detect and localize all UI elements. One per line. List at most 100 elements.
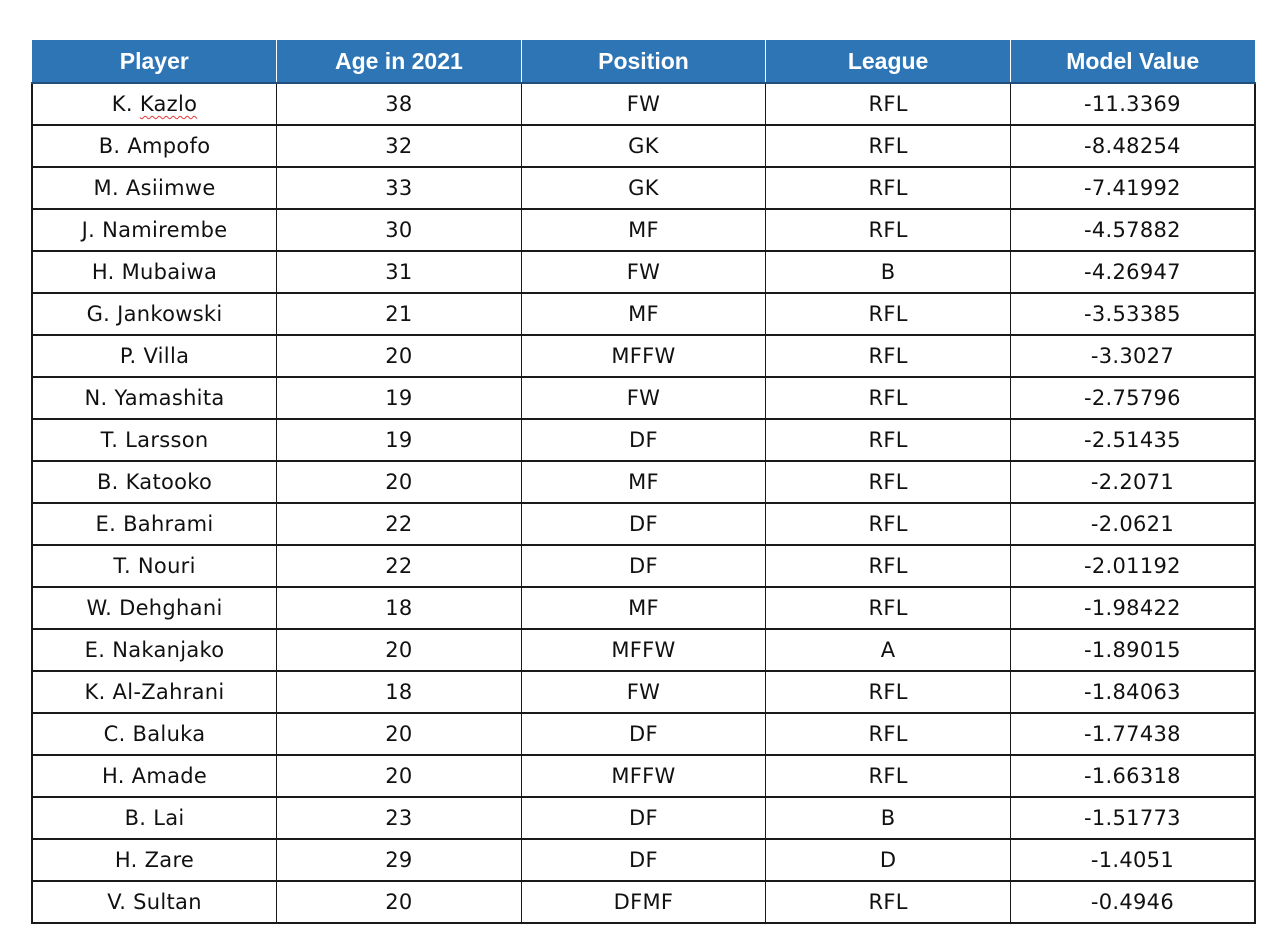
cell-league: RFL [765,503,1011,546]
cell-league: RFL [765,335,1011,378]
spellcheck-flagged-word: Kazlo [139,92,198,116]
cell-age: 20 [276,335,522,378]
table-row: T. Nouri 22 DF RFL -2.01192 [31,545,1256,588]
cell-position: DF [520,839,767,882]
cell-age: 18 [276,671,522,714]
table-row: P. Villa 20 MFFW RFL -3.3027 [31,335,1256,378]
cell-league: D [765,839,1011,882]
table-row: K. Al-Zahrani 18 FW RFL -1.84063 [31,671,1256,714]
header-league: League [765,40,1011,84]
cell-league: RFL [765,545,1011,588]
table-row: K. Kazlo 38 FW RFL -11.3369 [31,83,1256,126]
table-row: W. Dehghani 18 MF RFL -1.98422 [31,587,1256,630]
cell-position: DF [520,797,767,840]
cell-position: GK [520,125,767,168]
cell-player: V. Sultan [31,881,278,924]
cell-player: W. Dehghani [31,587,278,630]
cell-position: MF [520,461,767,504]
cell-age: 38 [276,83,522,126]
cell-age: 20 [276,461,522,504]
cell-model-value: -1.89015 [1009,629,1256,672]
cell-age: 20 [276,881,522,924]
table-row: M. Asiimwe 33 GK RFL -7.41992 [31,167,1256,210]
cell-player: M. Asiimwe [31,167,278,210]
cell-league: RFL [765,881,1011,924]
cell-player: K. Al-Zahrani [31,671,278,714]
players-table: Player Age in 2021 Position League Model… [31,40,1256,924]
header-row: Player Age in 2021 Position League Model… [31,40,1256,84]
cell-player: E. Bahrami [31,503,278,546]
cell-position: DF [520,503,767,546]
cell-position: DF [520,545,767,588]
player-name-prefix: K. [111,92,140,116]
cell-position: FW [520,83,767,126]
cell-age: 22 [276,545,522,588]
cell-position: DF [520,419,767,462]
cell-model-value: -1.66318 [1009,755,1256,798]
cell-player: H. Amade [31,755,278,798]
cell-age: 30 [276,209,522,252]
cell-position: FW [520,671,767,714]
table-row: E. Nakanjako 20 MFFW A -1.89015 [31,629,1256,672]
table-row: H. Mubaiwa 31 FW B -4.26947 [31,251,1256,294]
cell-age: 31 [276,251,522,294]
cell-model-value: -2.2071 [1009,461,1256,504]
table-row: B. Lai 23 DF B -1.51773 [31,797,1256,840]
cell-model-value: -3.3027 [1009,335,1256,378]
cell-model-value: -1.4051 [1009,839,1256,882]
cell-player: B. Ampofo [31,125,278,168]
cell-player: B. Lai [31,797,278,840]
cell-player: N. Yamashita [31,377,278,420]
cell-player: T. Nouri [31,545,278,588]
cell-model-value: -2.01192 [1009,545,1256,588]
header-position: Position [520,40,767,84]
cell-model-value: -2.0621 [1009,503,1256,546]
table-header: Player Age in 2021 Position League Model… [31,40,1256,84]
cell-league: RFL [765,461,1011,504]
cell-age: 18 [276,587,522,630]
table-row: N. Yamashita 19 FW RFL -2.75796 [31,377,1256,420]
cell-position: MF [520,293,767,336]
cell-player: G. Jankowski [31,293,278,336]
table-row: B. Katooko 20 MF RFL -2.2071 [31,461,1256,504]
header-model-value: Model Value [1009,40,1256,84]
cell-player: C. Baluka [31,713,278,756]
table-row: J. Namirembe 30 MF RFL -4.57882 [31,209,1256,252]
cell-position: MFFW [520,629,767,672]
cell-age: 20 [276,713,522,756]
table-row: H. Zare 29 DF D -1.4051 [31,839,1256,882]
cell-league: RFL [765,83,1011,126]
table-row: E. Bahrami 22 DF RFL -2.0621 [31,503,1256,546]
cell-age: 19 [276,377,522,420]
cell-player: J. Namirembe [31,209,278,252]
header-age: Age in 2021 [276,40,522,84]
cell-model-value: -2.75796 [1009,377,1256,420]
cell-age: 21 [276,293,522,336]
cell-league: RFL [765,209,1011,252]
cell-position: MF [520,209,767,252]
cell-model-value: -1.77438 [1009,713,1256,756]
cell-player: E. Nakanjako [31,629,278,672]
cell-player: K. Kazlo [31,83,278,126]
cell-position: DF [520,713,767,756]
cell-league: RFL [765,293,1011,336]
cell-position: MF [520,587,767,630]
cell-age: 20 [276,755,522,798]
table-row: H. Amade 20 MFFW RFL -1.66318 [31,755,1256,798]
cell-player: H. Mubaiwa [31,251,278,294]
cell-age: 22 [276,503,522,546]
cell-age: 23 [276,797,522,840]
players-table-container: Player Age in 2021 Position League Model… [31,40,1256,924]
cell-age: 33 [276,167,522,210]
cell-model-value: -4.57882 [1009,209,1256,252]
cell-model-value: -0.4946 [1009,881,1256,924]
cell-player: H. Zare [31,839,278,882]
cell-age: 32 [276,125,522,168]
cell-league: RFL [765,713,1011,756]
cell-league: RFL [765,419,1011,462]
cell-model-value: -4.26947 [1009,251,1256,294]
cell-position: MFFW [520,335,767,378]
cell-league: A [765,629,1011,672]
cell-position: GK [520,167,767,210]
table-row: G. Jankowski 21 MF RFL -3.53385 [31,293,1256,336]
